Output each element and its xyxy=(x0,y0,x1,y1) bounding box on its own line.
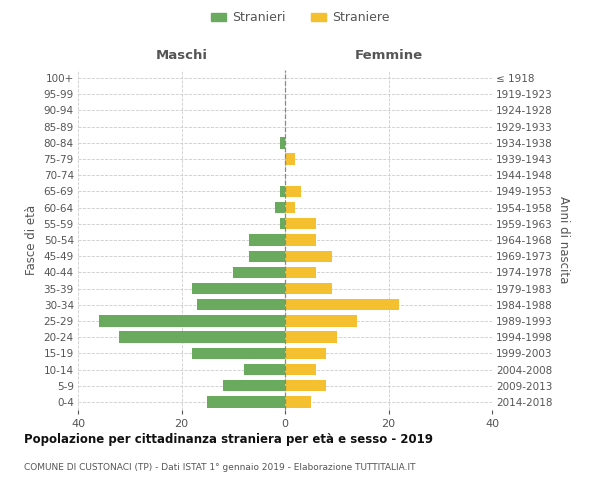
Bar xyxy=(285,154,295,164)
Bar xyxy=(285,332,337,343)
Bar xyxy=(249,250,285,262)
Bar xyxy=(280,137,285,148)
Bar xyxy=(249,234,285,246)
Bar xyxy=(285,348,326,359)
Bar xyxy=(275,202,285,213)
Legend: Stranieri, Straniere: Stranieri, Straniere xyxy=(206,6,394,29)
Bar xyxy=(285,218,316,230)
Bar xyxy=(285,234,316,246)
Bar xyxy=(192,348,285,359)
Bar xyxy=(285,283,332,294)
Y-axis label: Fasce di età: Fasce di età xyxy=(25,205,38,275)
Text: Popolazione per cittadinanza straniera per età e sesso - 2019: Popolazione per cittadinanza straniera p… xyxy=(24,432,433,446)
Bar xyxy=(285,266,316,278)
Bar xyxy=(280,218,285,230)
Bar xyxy=(223,380,285,392)
Bar xyxy=(197,299,285,310)
Text: COMUNE DI CUSTONACI (TP) - Dati ISTAT 1° gennaio 2019 - Elaborazione TUTTITALIA.: COMUNE DI CUSTONACI (TP) - Dati ISTAT 1°… xyxy=(24,462,415,471)
Bar xyxy=(285,250,332,262)
Bar xyxy=(119,332,285,343)
Bar xyxy=(192,283,285,294)
Text: Femmine: Femmine xyxy=(355,50,422,62)
Bar xyxy=(208,396,285,407)
Bar xyxy=(99,316,285,326)
Bar xyxy=(285,202,295,213)
Bar xyxy=(285,186,301,197)
Bar xyxy=(233,266,285,278)
Bar xyxy=(280,186,285,197)
Bar xyxy=(285,316,358,326)
Y-axis label: Anni di nascita: Anni di nascita xyxy=(557,196,569,284)
Bar xyxy=(285,380,326,392)
Bar xyxy=(244,364,285,375)
Bar xyxy=(285,364,316,375)
Bar xyxy=(285,299,399,310)
Text: Maschi: Maschi xyxy=(155,50,208,62)
Bar xyxy=(285,396,311,407)
